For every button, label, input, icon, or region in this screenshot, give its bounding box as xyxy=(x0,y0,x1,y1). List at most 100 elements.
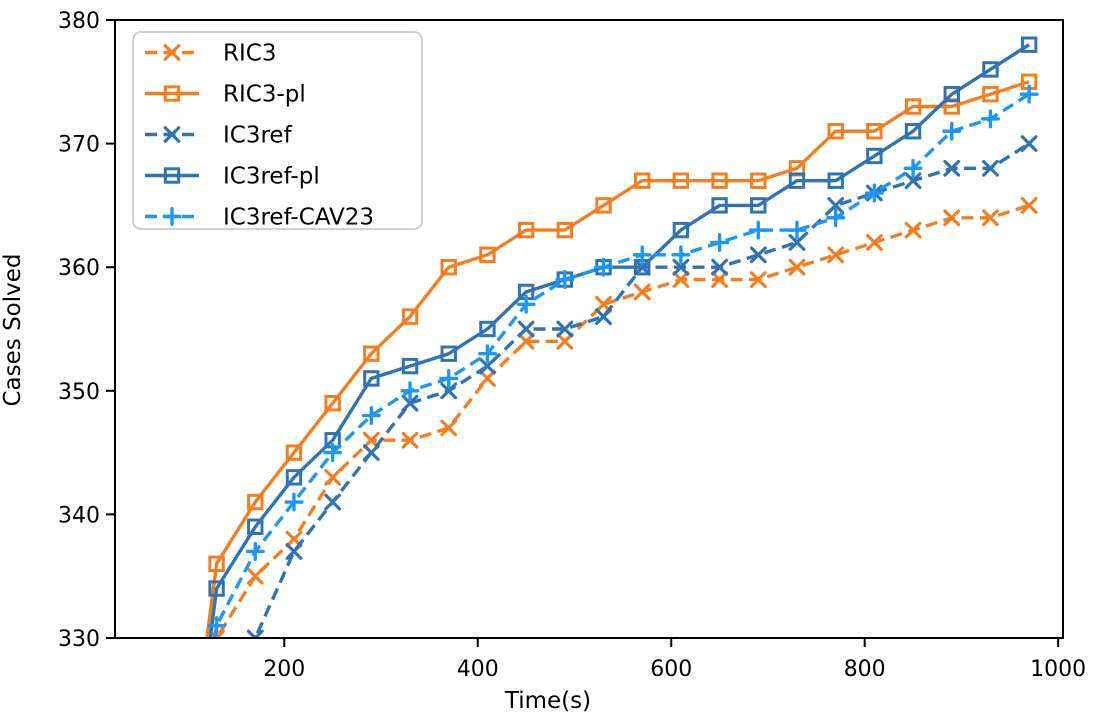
marker-plus-IC3ref-CAV23 xyxy=(361,406,381,426)
marker-x-RIC3 xyxy=(517,332,535,350)
marker-plus-IC3ref-CAV23 xyxy=(903,158,923,178)
marker-square-IC3ref-pl xyxy=(827,172,844,189)
marker-plus-IC3ref-CAV23 xyxy=(477,344,497,364)
marker-plus-IC3ref-CAV23 xyxy=(787,220,807,240)
marker-x-RIC3 xyxy=(556,332,574,350)
marker-plus-IC3ref-CAV23 xyxy=(1019,84,1039,104)
marker-plus-IC3ref-CAV23 xyxy=(980,109,1000,129)
marker-square-RIC3-pl xyxy=(595,197,612,214)
marker-square-IC3ref-pl xyxy=(788,172,806,189)
plot-frame xyxy=(114,19,1064,639)
marker-square-IC3ref-pl xyxy=(904,123,922,140)
marker-x-RIC3 xyxy=(440,419,458,437)
marker-x-IC3ref xyxy=(324,493,342,511)
marker-x-IC3ref xyxy=(672,258,690,276)
marker-x-RIC3 xyxy=(401,431,419,449)
marker-x-RIC3 xyxy=(672,271,690,288)
marker-x-IC3ref xyxy=(711,258,728,276)
marker-plus-IC3ref-CAV23 xyxy=(400,381,420,401)
legend-label-IC3ref-CAV23: IC3ref-CAV23 xyxy=(223,205,374,231)
y-axis-label: Cases Solved xyxy=(0,253,26,407)
marker-square-RIC3-pl xyxy=(401,308,419,325)
marker-square-RIC3-pl xyxy=(634,172,651,189)
marker-square-IC3ref-pl xyxy=(711,197,728,214)
legend-marker-IC3ref-CAV23 xyxy=(162,207,182,226)
marker-square-IC3ref-pl xyxy=(750,197,767,214)
legend-marker-IC3ref-pl xyxy=(163,167,181,184)
marker-x-IC3ref xyxy=(246,629,264,638)
marker-x-RIC3 xyxy=(749,271,767,288)
marker-plus-IC3ref-CAV23 xyxy=(748,220,768,240)
marker-square-RIC3-pl xyxy=(440,259,457,276)
marker-square-RIC3-pl xyxy=(672,172,690,189)
legend-marker-RIC3-pl xyxy=(163,85,181,102)
marker-square-IC3ref-pl xyxy=(208,580,225,597)
marker-x-RIC3 xyxy=(479,370,496,387)
marker-square-RIC3-pl xyxy=(982,85,999,103)
marker-x-IC3ref xyxy=(749,246,767,264)
legend-box xyxy=(132,31,423,230)
marker-square-IC3ref-pl xyxy=(440,345,457,362)
legend-marker-IC3ref xyxy=(163,126,181,143)
y-tick-label-330: 330 xyxy=(58,627,100,652)
marker-x-IC3ref xyxy=(517,320,535,338)
y-tick-label-380: 380 xyxy=(58,9,100,34)
x-tick-label-600: 600 xyxy=(650,657,692,682)
marker-x-RIC3 xyxy=(324,468,342,486)
marker-square-RIC3-pl xyxy=(827,123,844,140)
marker-x-RIC3 xyxy=(633,283,651,301)
legend-label-RIC3-pl: RIC3-pl xyxy=(223,82,306,108)
marker-square-RIC3-pl xyxy=(247,493,264,511)
series-line-RIC3-pl xyxy=(205,80,1030,638)
marker-plus-IC3ref-CAV23 xyxy=(245,541,265,561)
marker-x-RIC3 xyxy=(982,209,999,227)
series-line-IC3ref xyxy=(253,142,1031,638)
marker-x-IC3ref xyxy=(788,234,806,251)
marker-x-IC3ref xyxy=(285,543,303,560)
marker-square-IC3ref-pl xyxy=(401,357,419,375)
marker-plus-IC3ref-CAV23 xyxy=(942,121,962,141)
marker-square-RIC3-pl xyxy=(711,172,728,189)
marker-x-RIC3 xyxy=(246,567,264,585)
marker-square-IC3ref-pl xyxy=(479,320,496,338)
y-tick-label-350: 350 xyxy=(58,380,100,405)
marker-plus-IC3ref-CAV23 xyxy=(826,208,846,228)
marker-square-IC3ref-pl xyxy=(943,85,960,103)
marker-plus-IC3ref-CAV23 xyxy=(284,492,304,512)
marker-x-IC3ref xyxy=(982,159,999,177)
marker-plus-IC3ref-CAV23 xyxy=(323,443,343,463)
marker-x-IC3ref xyxy=(1020,135,1038,152)
marker-x-IC3ref xyxy=(479,357,496,375)
legend-label-IC3ref-pl: IC3ref-pl xyxy=(223,164,320,190)
marker-x-IC3ref xyxy=(595,308,612,326)
legend-marker-RIC3 xyxy=(163,44,181,61)
marker-square-RIC3-pl xyxy=(285,444,303,461)
marker-x-IC3ref xyxy=(556,320,574,338)
marker-x-RIC3 xyxy=(711,271,728,288)
marker-square-IC3ref-pl xyxy=(363,370,380,387)
marker-square-RIC3-pl xyxy=(363,345,380,362)
marker-square-RIC3-pl xyxy=(479,246,496,264)
marker-square-RIC3-pl xyxy=(517,221,535,239)
x-tick-label-400: 400 xyxy=(457,657,499,682)
marker-plus-IC3ref-CAV23 xyxy=(594,257,614,277)
marker-x-RIC3 xyxy=(788,258,806,276)
marker-x-RIC3 xyxy=(865,234,883,251)
marker-plus-IC3ref-CAV23 xyxy=(439,368,459,388)
y-tick-label-340: 340 xyxy=(58,503,100,528)
marker-plus-IC3ref-CAV23 xyxy=(516,294,536,314)
legend-label-RIC3: RIC3 xyxy=(223,41,276,67)
marker-square-RIC3-pl xyxy=(750,172,767,189)
legend-label-IC3ref: IC3ref xyxy=(223,123,293,149)
x-axis-label: Time(s) xyxy=(504,688,592,714)
marker-plus-IC3ref-CAV23 xyxy=(632,245,652,265)
marker-x-IC3ref xyxy=(440,382,458,400)
marker-square-RIC3-pl xyxy=(866,123,883,140)
marker-x-IC3ref xyxy=(827,197,845,214)
x-tick-label-800: 800 xyxy=(844,657,886,682)
marker-square-IC3ref-pl xyxy=(285,469,303,486)
x-tick-label-200: 200 xyxy=(263,657,305,682)
y-tick-label-370: 370 xyxy=(58,133,100,158)
marker-x-RIC3 xyxy=(943,209,961,227)
